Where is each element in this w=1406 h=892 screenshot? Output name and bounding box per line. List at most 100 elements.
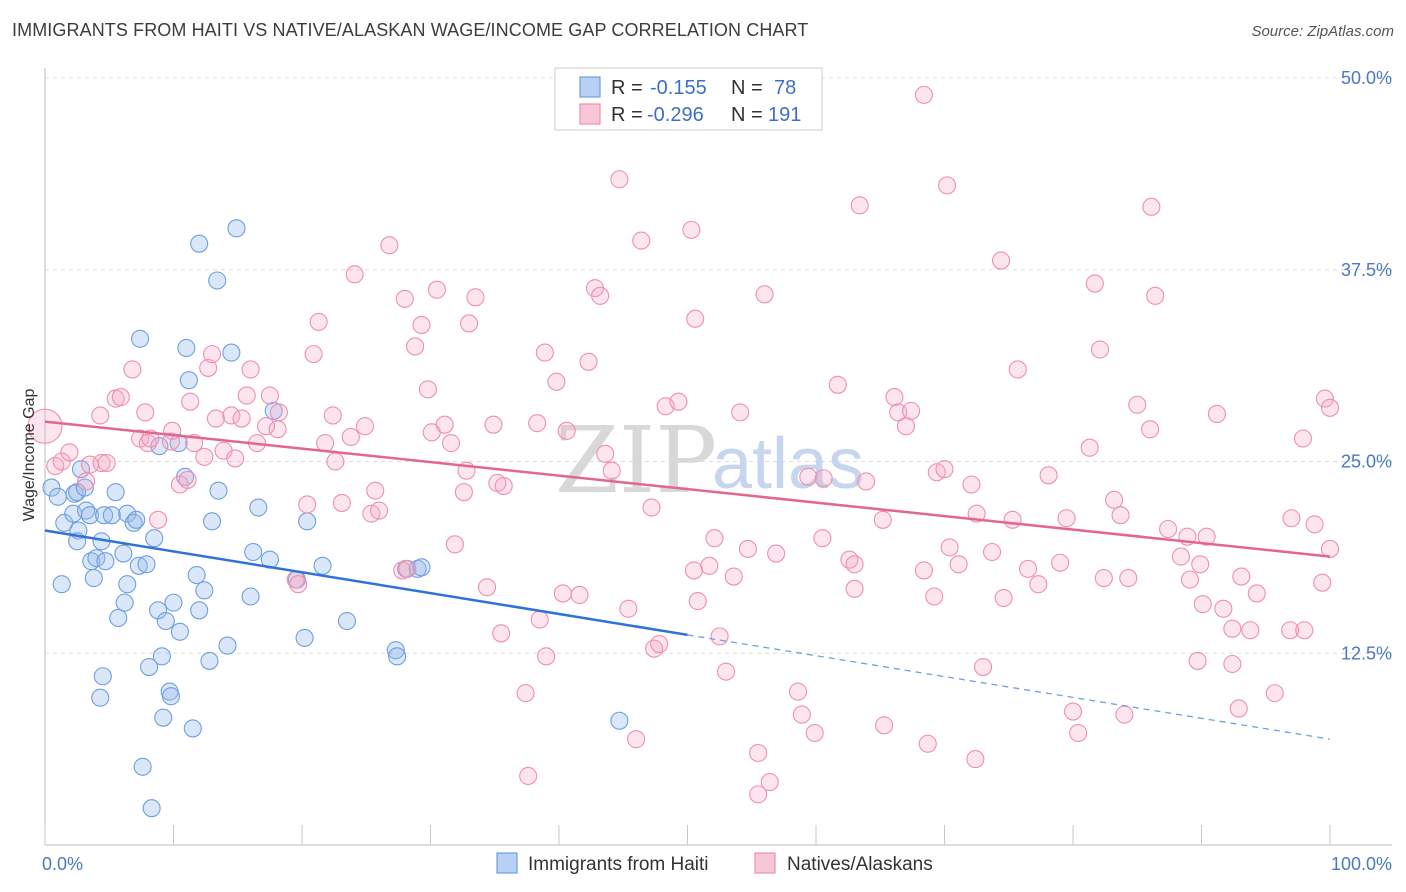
point-natives-88 — [602, 461, 621, 480]
point-natives-132 — [914, 85, 933, 104]
point-natives-73 — [492, 624, 511, 643]
point-natives-28 — [222, 406, 241, 425]
point-haiti-17 — [91, 688, 110, 707]
point-natives-37 — [269, 403, 288, 422]
point-haiti-59 — [218, 636, 237, 655]
point-natives-161 — [1105, 490, 1124, 509]
point-natives-13 — [136, 403, 155, 422]
point-natives-167 — [1142, 197, 1161, 216]
point-natives-87 — [596, 444, 615, 463]
point-natives-133 — [914, 561, 933, 580]
point-haiti-27 — [118, 504, 137, 523]
point-natives-173 — [1188, 651, 1207, 670]
point-haiti-33 — [137, 555, 156, 574]
point-natives-68 — [466, 288, 485, 307]
point-natives-135 — [925, 587, 944, 606]
point-haiti-54 — [195, 581, 214, 600]
point-natives-25 — [203, 345, 222, 364]
watermark-atlas: atlas — [712, 424, 864, 504]
point-natives-106 — [724, 567, 743, 586]
point-natives-117 — [805, 723, 824, 743]
point-natives-154 — [1057, 509, 1076, 528]
point-natives-184 — [1247, 584, 1266, 603]
legend-swatch-haiti — [579, 76, 601, 98]
point-natives-44 — [323, 406, 342, 425]
point-natives-77 — [530, 610, 549, 629]
point-natives-107 — [731, 403, 750, 422]
axes — [44, 68, 1392, 846]
point-natives-143 — [966, 750, 985, 769]
bottom-legend-swatch-natives — [754, 852, 776, 874]
point-natives-70 — [484, 415, 503, 434]
trend-line-natives — [44, 420, 1331, 558]
point-natives-159 — [1090, 340, 1110, 359]
point-natives-11 — [123, 360, 142, 379]
point-natives-23 — [195, 447, 214, 466]
point-natives-124 — [850, 196, 869, 215]
legend-n-label-natives: N = — [731, 104, 763, 126]
point-haiti-31 — [129, 556, 148, 575]
point-natives-119 — [814, 469, 833, 488]
point-natives-131 — [902, 401, 921, 420]
trend-line-haiti-extension — [687, 634, 1331, 740]
point-natives-156 — [1069, 723, 1088, 743]
point-natives-112 — [760, 773, 779, 792]
watermark-zip: ZIP — [555, 407, 717, 514]
point-natives-84 — [579, 352, 598, 371]
point-haiti-56 — [203, 512, 222, 531]
point-haiti-35 — [142, 799, 161, 818]
point-natives-157 — [1080, 438, 1099, 457]
legend-r-value-haiti: -0.155 — [650, 77, 707, 99]
legend-n-label-haiti: N = — [731, 77, 763, 99]
point-natives-0 — [27, 408, 63, 444]
point-natives-72 — [494, 476, 513, 496]
point-haiti-63 — [244, 542, 263, 562]
point-natives-108 — [738, 539, 757, 558]
point-natives-138 — [938, 176, 957, 195]
point-natives-79 — [537, 647, 556, 666]
point-natives-127 — [875, 716, 894, 735]
point-natives-89 — [610, 170, 629, 189]
point-haiti-18 — [95, 506, 114, 525]
point-haiti-34 — [140, 658, 159, 677]
point-natives-53 — [380, 236, 399, 255]
point-haiti-41 — [156, 611, 175, 631]
point-haiti-68 — [295, 628, 314, 647]
point-natives-62 — [435, 415, 454, 434]
point-natives-183 — [1241, 621, 1260, 640]
point-natives-118 — [813, 529, 832, 548]
point-haiti-30 — [131, 329, 150, 348]
bottom-legend-label-natives: Natives/Alaskans — [787, 854, 933, 875]
point-natives-75 — [516, 684, 535, 703]
point-natives-165 — [1128, 395, 1147, 414]
point-natives-45 — [326, 452, 345, 471]
point-natives-126 — [873, 510, 892, 529]
watermark: ZIP atlas — [555, 407, 864, 514]
y-tick-label-2: 37.5% — [1341, 260, 1392, 280]
point-natives-65 — [454, 483, 473, 502]
point-natives-111 — [755, 285, 774, 304]
legend-n-value-natives: 191 — [768, 104, 801, 126]
point-natives-114 — [788, 682, 808, 701]
point-natives-90 — [619, 599, 638, 618]
point-natives-103 — [705, 529, 724, 548]
point-natives-41 — [304, 345, 323, 364]
point-haiti-10 — [75, 478, 94, 497]
point-natives-52 — [370, 501, 389, 520]
point-natives-3 — [60, 443, 79, 462]
y-tick-labels: 12.5% 25.0% 37.5% 50.0% — [1341, 68, 1392, 663]
bottom-legend-swatch-haiti — [496, 852, 518, 874]
point-haiti-49 — [179, 371, 198, 390]
y-axis-label: Wage/Income Gap — [21, 389, 38, 522]
point-natives-39 — [289, 575, 308, 594]
point-natives-83 — [570, 585, 589, 605]
point-natives-99 — [684, 561, 703, 580]
point-natives-40 — [298, 495, 317, 514]
legend: R = -0.155 N = 78 R = -0.296 N = 191 — [554, 67, 823, 131]
point-natives-26 — [206, 409, 225, 428]
point-haiti-57 — [208, 271, 227, 290]
point-natives-147 — [994, 588, 1013, 608]
point-haiti-53 — [190, 234, 209, 253]
point-natives-193 — [1320, 539, 1340, 558]
